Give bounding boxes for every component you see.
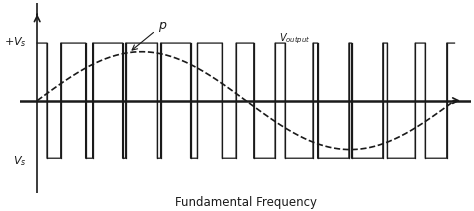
Text: $V_s$: $V_s$	[13, 154, 27, 168]
Text: Fundamental Frequency: Fundamental Frequency	[175, 196, 317, 209]
Text: $V_{output}$: $V_{output}$	[279, 31, 310, 46]
Text: $+V_s$: $+V_s$	[4, 35, 27, 49]
Text: p: p	[132, 19, 166, 50]
